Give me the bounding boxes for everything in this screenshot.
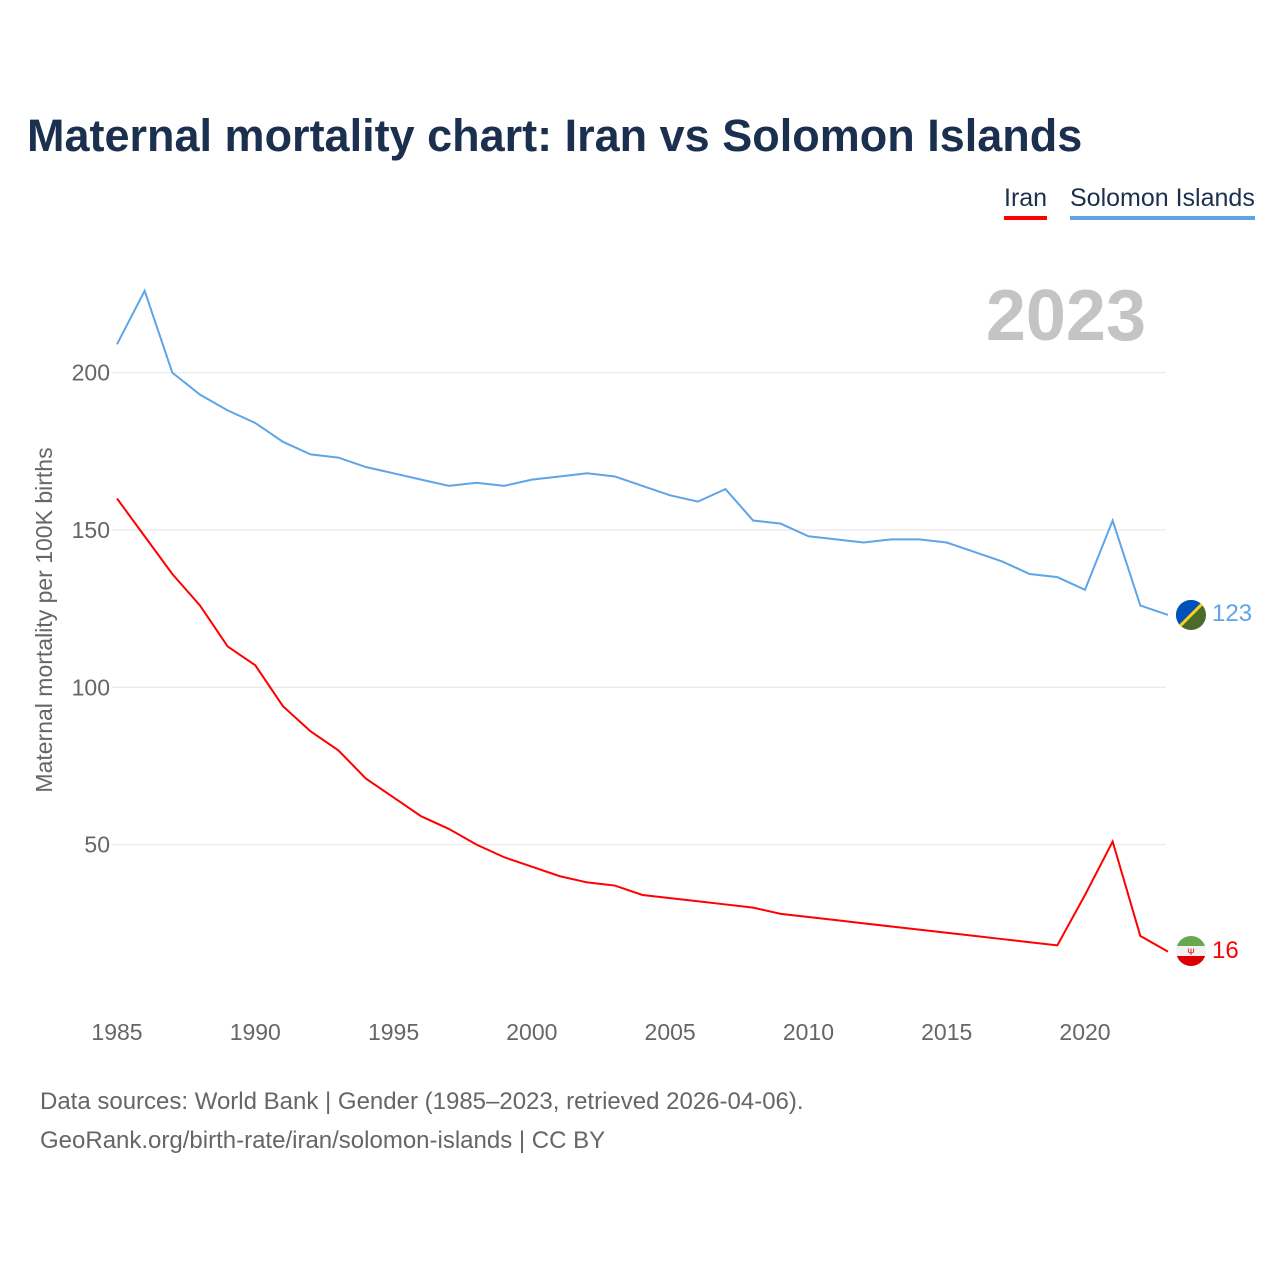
footer-sources: Data sources: World Bank | Gender (1985–… bbox=[40, 1088, 804, 1115]
legend-iran[interactable]: Iran bbox=[1004, 184, 1048, 220]
y-tick-label: 150 bbox=[72, 517, 110, 543]
chart-title: Maternal mortality chart: Iran vs Solomo… bbox=[27, 110, 1083, 161]
x-tick-label: 2000 bbox=[506, 1019, 557, 1045]
x-tick-label: 2020 bbox=[1059, 1019, 1110, 1045]
x-tick-label: 2010 bbox=[783, 1019, 834, 1045]
x-tick-label: 2015 bbox=[921, 1019, 972, 1045]
year-watermark: 2023 bbox=[986, 276, 1146, 356]
y-tick-label: 200 bbox=[72, 360, 110, 386]
solomon-islands-flag-icon bbox=[1176, 600, 1206, 630]
series-line-iran bbox=[116, 497, 1169, 953]
x-tick-label: 1985 bbox=[91, 1019, 142, 1045]
footer-attribution[interactable]: GeoRank.org/birth-rate/iran/solomon-isla… bbox=[40, 1127, 606, 1154]
y-axis-label: Maternal mortality per 100K births bbox=[31, 447, 57, 792]
x-tick-label: 1995 bbox=[368, 1019, 419, 1045]
x-tick-label: 2005 bbox=[645, 1019, 696, 1045]
y-tick-label: 100 bbox=[72, 674, 110, 700]
legend-solomon-islands[interactable]: Solomon Islands bbox=[1070, 184, 1255, 220]
iran-end-label: 16 bbox=[1212, 937, 1239, 964]
solomon-islands-end-label: 123 bbox=[1212, 600, 1252, 627]
svg-text:Ψ: Ψ bbox=[1187, 947, 1195, 957]
iran-flag-icon: Ψ bbox=[1176, 936, 1206, 966]
x-tick-label: 1990 bbox=[230, 1019, 281, 1045]
y-tick-label: 50 bbox=[84, 832, 110, 858]
